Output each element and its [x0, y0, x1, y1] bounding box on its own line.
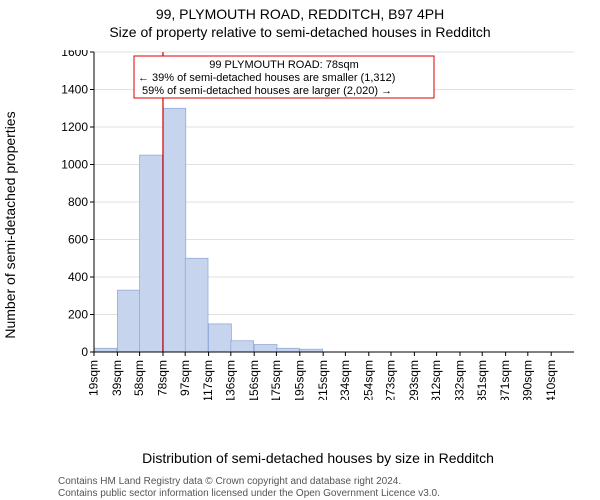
x-tick-label: 410sqm — [544, 360, 558, 400]
y-tick-label: 400 — [68, 270, 88, 284]
chart-subtitle: Size of property relative to semi-detach… — [0, 22, 600, 40]
chart-title: 99, PLYMOUTH ROAD, REDDITCH, B97 4PH — [0, 0, 600, 22]
x-tick-label: 78sqm — [156, 360, 170, 396]
x-tick-label: 175sqm — [269, 360, 283, 400]
histogram-bar — [254, 345, 277, 353]
y-tick-label: 800 — [68, 195, 88, 209]
y-tick-label: 0 — [81, 345, 88, 359]
chart-plot-area: 0 200 400 600 800 1000 1200 1400 1600 19sqm 39sqm 5… — [58, 50, 578, 400]
x-tick-label: 156sqm — [247, 360, 261, 400]
annotation-line-2: ← 39% of semi-detached houses are smalle… — [138, 72, 395, 84]
y-tick-label: 1200 — [61, 120, 88, 134]
histogram-bar — [209, 324, 232, 352]
footer-copyright-2: Contains public sector information licen… — [58, 488, 598, 499]
histogram-bar — [231, 341, 254, 352]
x-tick-label: 254sqm — [361, 360, 375, 400]
x-tick-label: 58sqm — [132, 360, 146, 396]
x-tick-label: 19sqm — [87, 360, 101, 396]
x-tick-label: 371sqm — [498, 360, 512, 400]
histogram-bar — [94, 348, 117, 352]
chart-svg: 0 200 400 600 800 1000 1200 1400 1600 19sqm 39sqm 5… — [58, 50, 578, 400]
footer-copyright-1: Contains HM Land Registry data © Crown c… — [58, 476, 598, 487]
x-tick-label: 195sqm — [292, 360, 306, 400]
x-tick-label: 312sqm — [429, 360, 443, 400]
y-tick-label: 600 — [68, 233, 88, 247]
annotation-line-1: 99 PLYMOUTH ROAD: 78sqm — [209, 59, 359, 71]
x-tick-label: 390sqm — [520, 360, 534, 400]
x-tick-label: 351sqm — [475, 360, 489, 400]
x-tick-label: 332sqm — [453, 360, 467, 400]
x-tick-label: 136sqm — [223, 360, 237, 400]
y-tick-label: 200 — [68, 308, 88, 322]
x-tick-label: 273sqm — [384, 360, 398, 400]
histogram-bar — [163, 108, 186, 352]
histogram-bar — [117, 290, 140, 352]
x-tick-label: 39sqm — [110, 360, 124, 396]
histogram-bar — [140, 155, 163, 352]
x-tick-label: 215sqm — [316, 360, 330, 400]
x-tick-label: 234sqm — [338, 360, 352, 400]
histogram-bar — [185, 258, 208, 352]
x-tick-label: 293sqm — [407, 360, 421, 400]
annotation-line-3: 59% of semi-detached houses are larger (… — [142, 85, 392, 97]
y-axis-label: Number of semi-detached properties — [2, 50, 20, 400]
y-tick-label: 1000 — [61, 158, 88, 172]
x-tick-label: 97sqm — [178, 360, 192, 396]
histogram-bar — [276, 348, 299, 352]
y-tick-label: 1400 — [61, 83, 88, 97]
x-axis-label: Distribution of semi-detached houses by … — [58, 450, 578, 466]
y-tick-label: 1600 — [61, 50, 88, 59]
x-tick-label: 117sqm — [201, 360, 215, 400]
